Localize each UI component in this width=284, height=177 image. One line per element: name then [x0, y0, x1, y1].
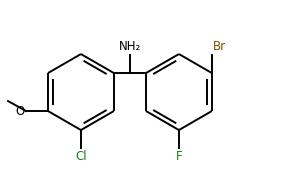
Text: Br: Br	[213, 40, 226, 53]
Text: F: F	[176, 150, 182, 163]
Text: NH₂: NH₂	[119, 40, 141, 53]
Text: O: O	[16, 105, 25, 118]
Text: Cl: Cl	[75, 150, 87, 163]
